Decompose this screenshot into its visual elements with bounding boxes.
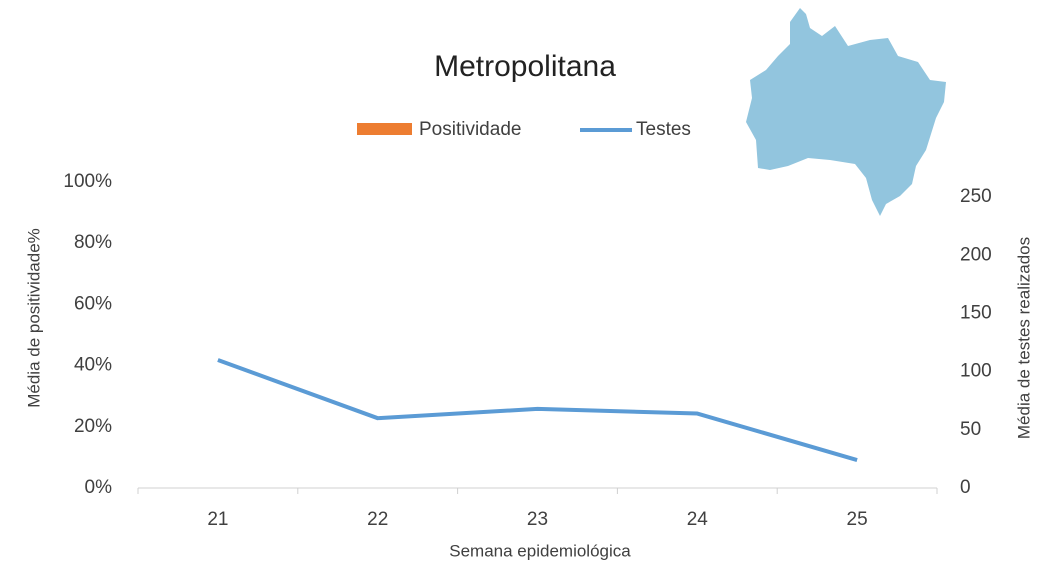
x-tick-label: 24 — [687, 509, 709, 530]
y2-tick-label: 50 — [960, 419, 981, 440]
y2-tick-label: 150 — [960, 302, 992, 323]
x-tick-label: 25 — [847, 509, 868, 530]
y-tick-label: 60% — [74, 293, 112, 314]
y-tick-label: 40% — [74, 355, 112, 376]
y2-tick-label: 100 — [960, 361, 992, 382]
y-tick-label: 80% — [74, 232, 112, 253]
y-tick-label: 20% — [74, 416, 112, 437]
chart-title: Metropolitana — [434, 50, 616, 83]
legend-label: Positividade — [419, 119, 521, 140]
y2-tick-label: 200 — [960, 244, 992, 265]
line — [217, 358, 858, 462]
y2-axis-title: Média de testes realizados — [1014, 237, 1033, 439]
x-tick-label: 22 — [367, 509, 388, 530]
x-tick-label: 23 — [527, 509, 548, 530]
map-icon — [746, 8, 946, 216]
x-tick-label: 21 — [207, 509, 228, 530]
legend-swatch — [357, 123, 412, 135]
y-axis-title: Média de positividade% — [24, 228, 43, 408]
y-tick-label: 0% — [85, 477, 113, 498]
y-tick-label: 100% — [63, 171, 112, 192]
x-axis-title: Semana epidemiológica — [449, 541, 631, 560]
legend-label: Testes — [636, 119, 691, 140]
y2-tick-label: 0 — [960, 477, 971, 498]
y2-tick-label: 250 — [960, 186, 992, 207]
